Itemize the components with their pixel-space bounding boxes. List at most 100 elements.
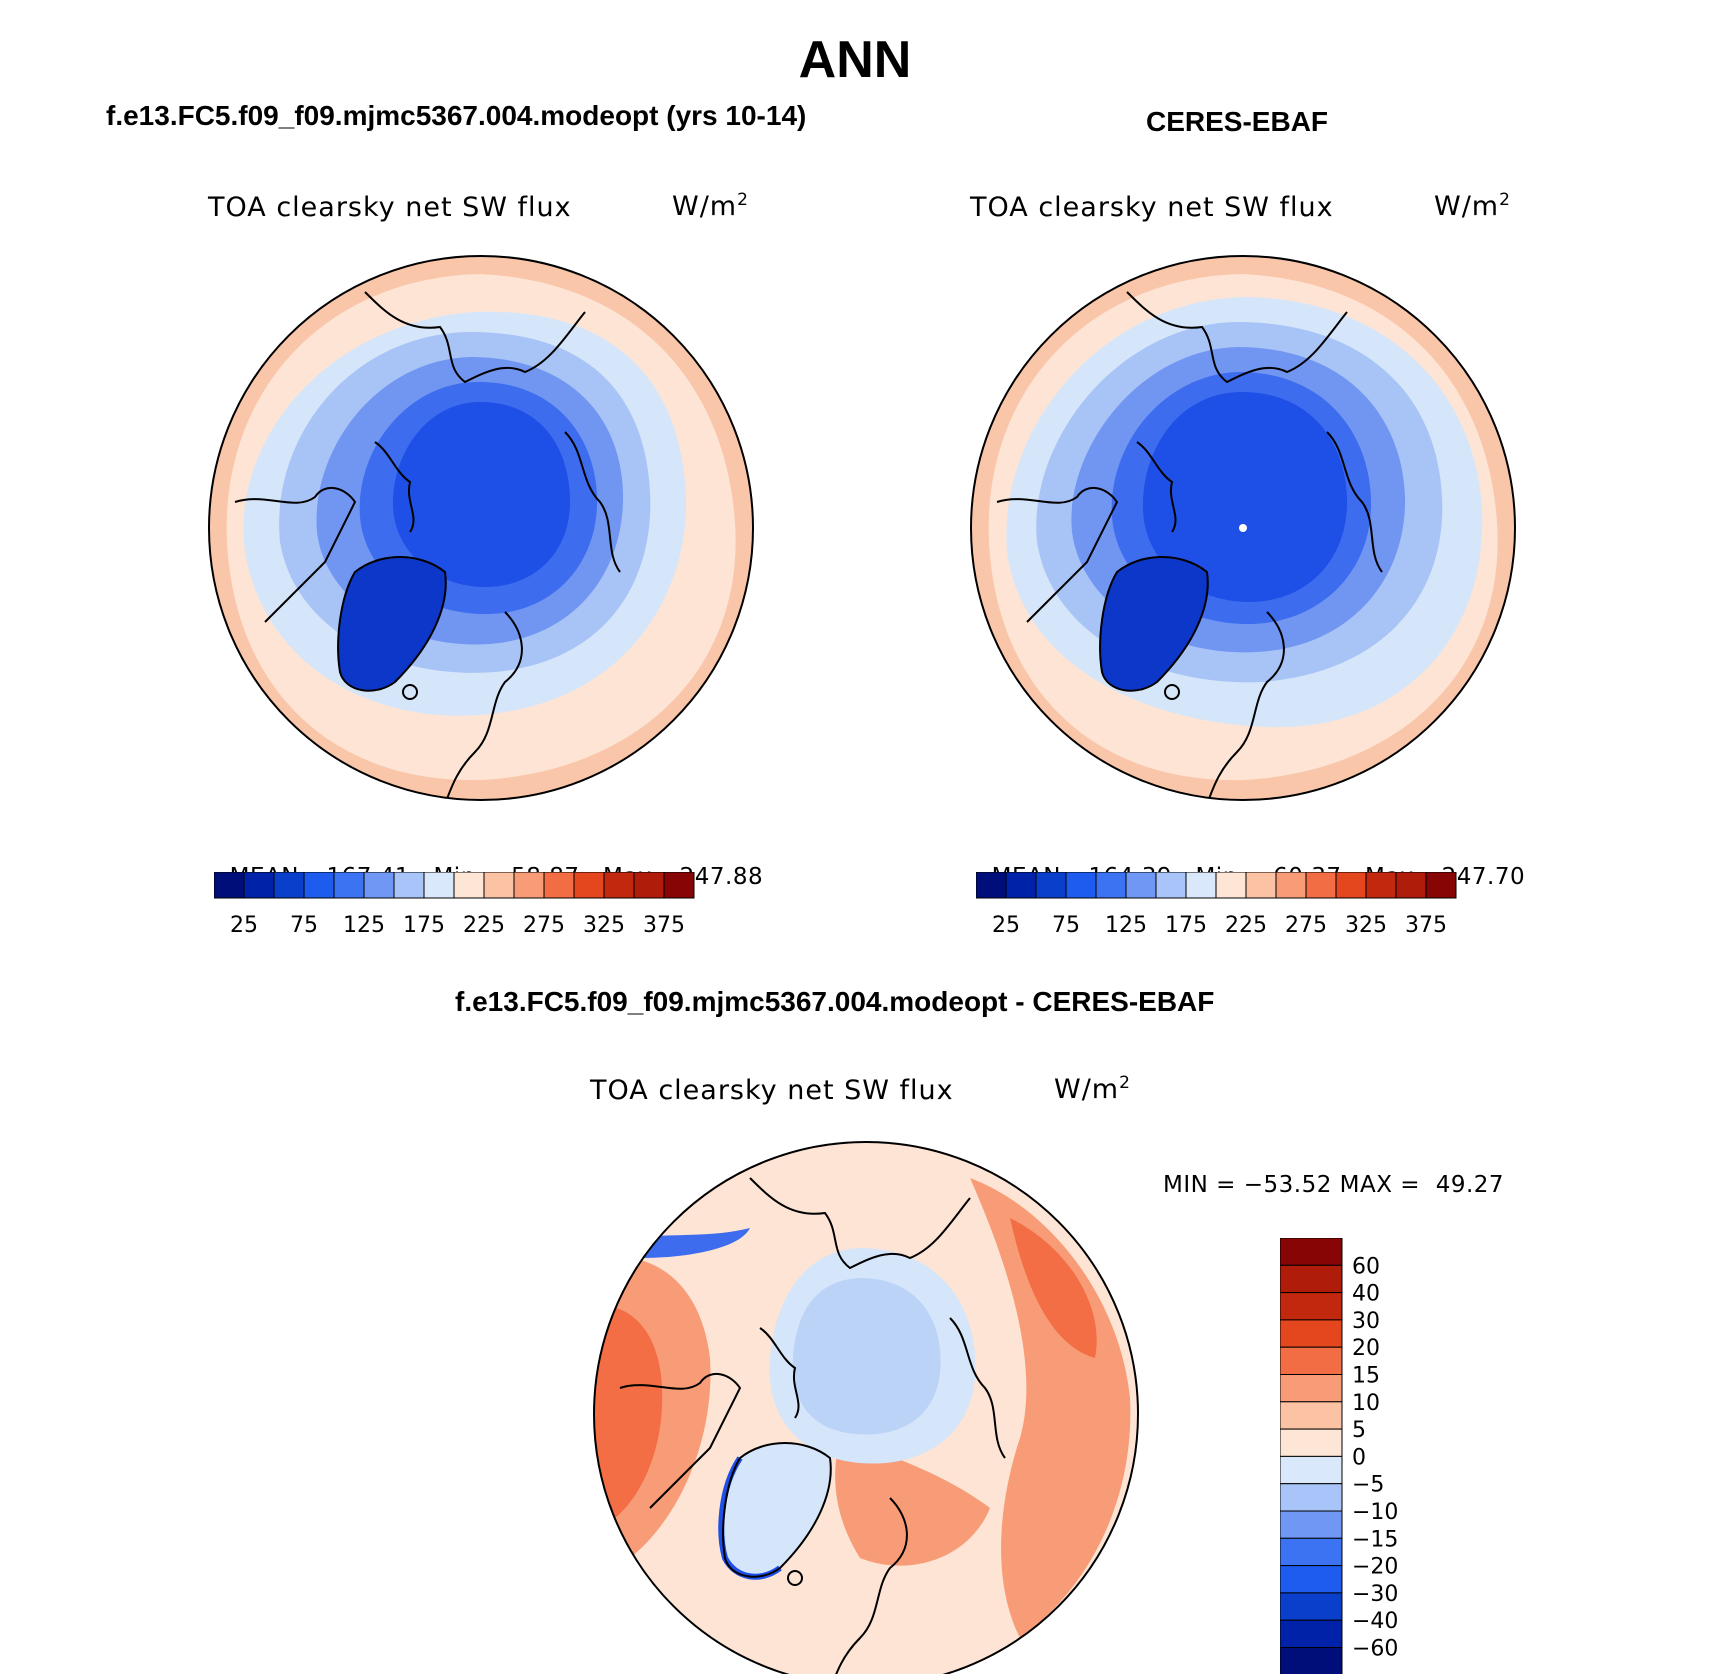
colorbar-swatch [1095,872,1127,899]
colorbar-tick-label: 125 [1105,913,1147,938]
colorbar-swatch [1065,872,1097,899]
map-greenland [1100,557,1208,691]
colorbar-tick-label: 175 [1165,913,1207,938]
panel3-unit-label: W/m2 [1054,1073,1131,1105]
colorbar-tick-label: 125 [343,913,385,938]
map-border [208,255,754,801]
colorbar-swatch [393,872,425,899]
colorbar-swatch [1280,1483,1343,1512]
colorbar-swatch [1305,872,1337,899]
map-negative-patch-north [630,1228,750,1258]
colorbar-tick-label: 175 [403,913,445,938]
map-negative-core [792,1278,941,1435]
colorbar-tick-label: 325 [1345,913,1387,938]
colorbar-swatch [1365,872,1397,899]
colorbar-swatch [363,872,395,899]
colorbar-swatch [1280,1565,1343,1594]
colorbar-tick-label: 325 [583,913,625,938]
colorbar-tick-label: 375 [643,913,685,938]
map-positive-east-core [1010,1218,1097,1358]
colorbar-tick-label: −15 [1352,1527,1398,1552]
colorbar-tick-label: −5 [1352,1473,1384,1498]
main-title: ANN [798,31,912,89]
colorbar-swatch [633,872,665,899]
colorbar-swatch [1280,1428,1343,1457]
colorbar-tick-label: −60 [1352,1637,1398,1662]
colorbar-tick-label: 75 [1052,913,1080,938]
colorbar-tick-label: −30 [1352,1582,1398,1607]
colorbar-tick-label: 10 [1352,1391,1380,1416]
colorbar-swatch [663,872,695,899]
colorbar-swatch [1280,1319,1343,1348]
colorbar-swatch [1280,1592,1343,1621]
colorbar-tick-label: −40 [1352,1609,1398,1634]
colorbar-tick-label: 60 [1352,1254,1380,1279]
panel3-map [593,1141,1139,1674]
colorbar-swatch [1185,872,1217,899]
colorbar-swatch [573,872,605,899]
colorbar-swatch [1215,872,1247,899]
panel1-map [208,255,754,801]
colorbar-swatch [243,872,275,899]
panel1-variable-label: TOA clearsky net SW flux [208,192,572,223]
map-core-blue-region [392,402,570,587]
colorbar-swatch [1425,872,1457,899]
map-positive-east [970,1178,1131,1638]
colorbar-swatch [1035,872,1067,899]
colorbar-swatch [303,872,335,899]
colorbar-tick-label: −20 [1352,1555,1398,1580]
colorbar-swatch [453,872,485,899]
colorbar-tick-label: 40 [1352,1282,1380,1307]
colorbar-swatch [1280,1619,1343,1649]
colorbar-tick-label: 25 [230,913,258,938]
map-border [593,1141,1139,1674]
panel2-variable-label: TOA clearsky net SW flux [970,192,1334,223]
colorbar-swatch [1005,872,1037,899]
panel2-map [970,255,1516,801]
panel3-variable-label: TOA clearsky net SW flux [590,1075,954,1106]
colorbar-tick-label: 25 [992,913,1020,938]
colorbar-swatch [1245,872,1277,899]
colorbar-tick-label: 225 [463,913,505,938]
colorbar-swatch [1155,872,1187,899]
colorbar-swatch [603,872,635,899]
colorbar-swatch [1275,872,1307,899]
panel2-unit-label: W/m2 [1434,190,1511,222]
colorbar-swatch [513,872,545,899]
colorbar-tick-label: 75 [290,913,318,938]
colorbar-swatch [1280,1510,1343,1539]
colorbar-swatch [1335,872,1367,899]
map-coastlines [619,1177,1006,1674]
colorbar-swatch [1280,1374,1343,1403]
colorbar-swatch [423,872,455,899]
panel1-unit-label: W/m2 [672,190,749,222]
colorbar-tick-label: −10 [1352,1500,1398,1525]
panel1-title: f.e13.FC5.f09_f09.mjmc5367.004.modeopt (… [106,100,807,131]
panel3-title: f.e13.FC5.f09_f09.mjmc5367.004.modeopt -… [455,986,1215,1017]
panel2-colorbar: 25 75 125 175 225 275 325 375 [976,872,1457,938]
map-positive-south [835,1438,990,1566]
map-positive-west-core [594,1306,663,1533]
map-greenland [723,1443,831,1577]
panel2-title: CERES-EBAF [1146,106,1329,137]
colorbar-swatch [1280,1264,1343,1294]
colorbar-swatch [976,872,1007,899]
colorbar-swatch [1395,872,1427,899]
colorbar-swatch [1280,1537,1343,1567]
colorbar-swatch [333,872,365,899]
map-border [970,255,1516,801]
colorbar-tick-label: 30 [1352,1309,1380,1334]
colorbar-swatch [1280,1401,1343,1430]
colorbar-tick-label: 275 [523,913,565,938]
panel1-colorbar: 25 75 125 175 225 275 325 375 [214,872,695,938]
colorbar-tick-label: 375 [1405,913,1447,938]
map-coastlines [234,291,621,800]
colorbar-tick-label: 20 [1352,1336,1380,1361]
colorbar-swatch [483,872,515,899]
colorbar-swatch [1125,872,1157,899]
colorbar-tick-label: 15 [1352,1364,1380,1389]
colorbar-tick-label: 275 [1285,913,1327,938]
colorbar-swatch [1280,1346,1343,1375]
colorbar-swatch [543,872,575,899]
